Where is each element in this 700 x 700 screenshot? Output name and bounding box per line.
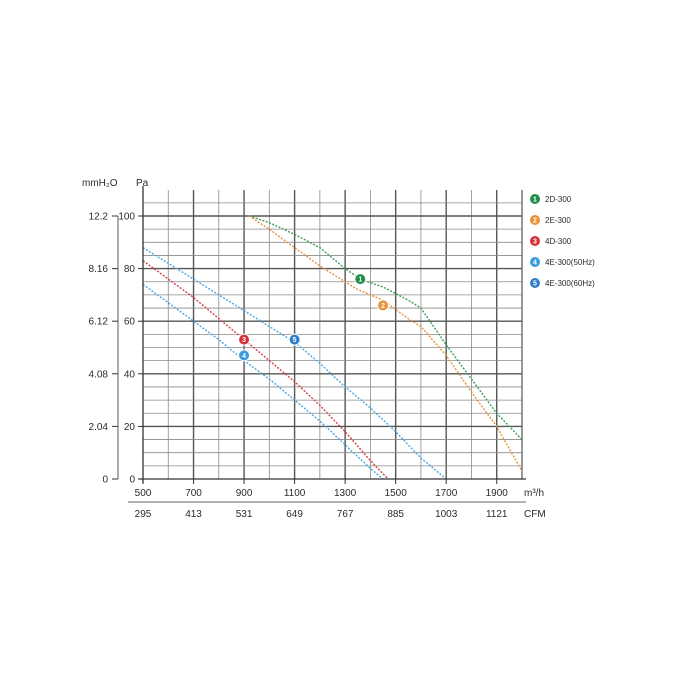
legend-marker-number: 4 <box>533 260 537 267</box>
y-secondary-tick-label: 2.04 <box>89 422 109 433</box>
series-line-1 <box>248 215 523 441</box>
curve-marker-1 <box>354 273 367 286</box>
curve-marker-number: 5 <box>293 337 297 344</box>
y-secondary-unit: mmH₂O <box>82 178 118 189</box>
x-tick-label: 1500 <box>385 488 408 499</box>
legend: 1 2D-300 2 2E-300 3 4D-300 4 4E-300(50Hz) 5 4E-30… <box>530 194 595 288</box>
legend-marker-number: 5 <box>533 281 537 288</box>
curve-marker-2 <box>377 299 390 312</box>
legend-marker-2 <box>530 215 540 225</box>
y-tick-label: 60 <box>124 317 136 328</box>
x-tick-label: 1700 <box>435 488 458 499</box>
y-secondary-tick-label: 12.2 <box>89 212 109 223</box>
y-secondary-tick-label: 0 <box>102 475 108 486</box>
curve-marker-4 <box>238 349 251 362</box>
y-secondary-tick-label: 6.12 <box>89 317 109 328</box>
curve-marker-number: 2 <box>381 303 385 310</box>
y-primary-unit: Pa <box>136 178 149 189</box>
curve-marker-number: 4 <box>242 353 246 360</box>
x-tick-label: 700 <box>185 488 202 499</box>
x-tick-label: 900 <box>236 488 253 499</box>
y-tick-label: 40 <box>124 369 136 380</box>
legend-marker-4 <box>530 257 540 267</box>
legend-marker-number: 2 <box>533 218 537 225</box>
x-tick-label: 1900 <box>486 488 509 499</box>
x-secondary-tick-label: 885 <box>387 509 404 520</box>
y-tick-label: 20 <box>124 422 136 433</box>
y-tick-label: 80 <box>124 264 136 275</box>
x-secondary-tick-label: 649 <box>286 509 303 520</box>
curve-markers: 1 2 3 4 5 <box>238 273 390 362</box>
legend-marker-number: 3 <box>533 239 537 246</box>
legend-label-1: 2D-300 <box>545 195 572 204</box>
legend-marker-5 <box>530 278 540 288</box>
legend-marker-number: 1 <box>533 197 537 204</box>
x-secondary-tick-label: 531 <box>236 509 253 520</box>
x-secondary-tick-label: 767 <box>337 509 354 520</box>
axes: 0 0 20 2.04 40 4.08 60 6.12 80 8.16 100 12.2 mmH₂O Pa… <box>82 178 546 520</box>
curve-marker-number: 1 <box>358 277 362 284</box>
x-secondary-tick-label: 1003 <box>435 509 458 520</box>
legend-label-2: 2E-300 <box>545 216 571 225</box>
grid <box>143 190 523 479</box>
curve-marker-3 <box>238 333 251 346</box>
series-line-4 <box>142 283 384 480</box>
y-secondary-tick-label: 8.16 <box>89 264 109 275</box>
x-primary-unit: m³/h <box>524 488 544 499</box>
x-tick-label: 500 <box>135 488 152 499</box>
legend-label-5: 4E-300(60Hz) <box>545 279 595 288</box>
y-tick-label: 0 <box>129 475 135 486</box>
legend-marker-3 <box>530 236 540 246</box>
y-secondary-tick-label: 4.08 <box>89 369 109 380</box>
legend-label-4: 4E-300(50Hz) <box>545 258 595 267</box>
y-tick-label: 100 <box>118 212 135 223</box>
x-secondary-tick-label: 413 <box>185 509 202 520</box>
x-secondary-tick-label: 1121 <box>486 509 508 520</box>
legend-marker-1 <box>530 194 540 204</box>
curve-marker-number: 3 <box>242 337 246 344</box>
series-line-3 <box>142 260 389 480</box>
x-secondary-tick-label: 295 <box>135 509 152 520</box>
x-tick-label: 1100 <box>284 488 306 499</box>
curve-marker-5 <box>288 333 301 346</box>
legend-label-3: 4D-300 <box>545 237 572 246</box>
x-tick-label: 1300 <box>334 488 357 499</box>
x-secondary-unit: CFM <box>524 509 546 520</box>
